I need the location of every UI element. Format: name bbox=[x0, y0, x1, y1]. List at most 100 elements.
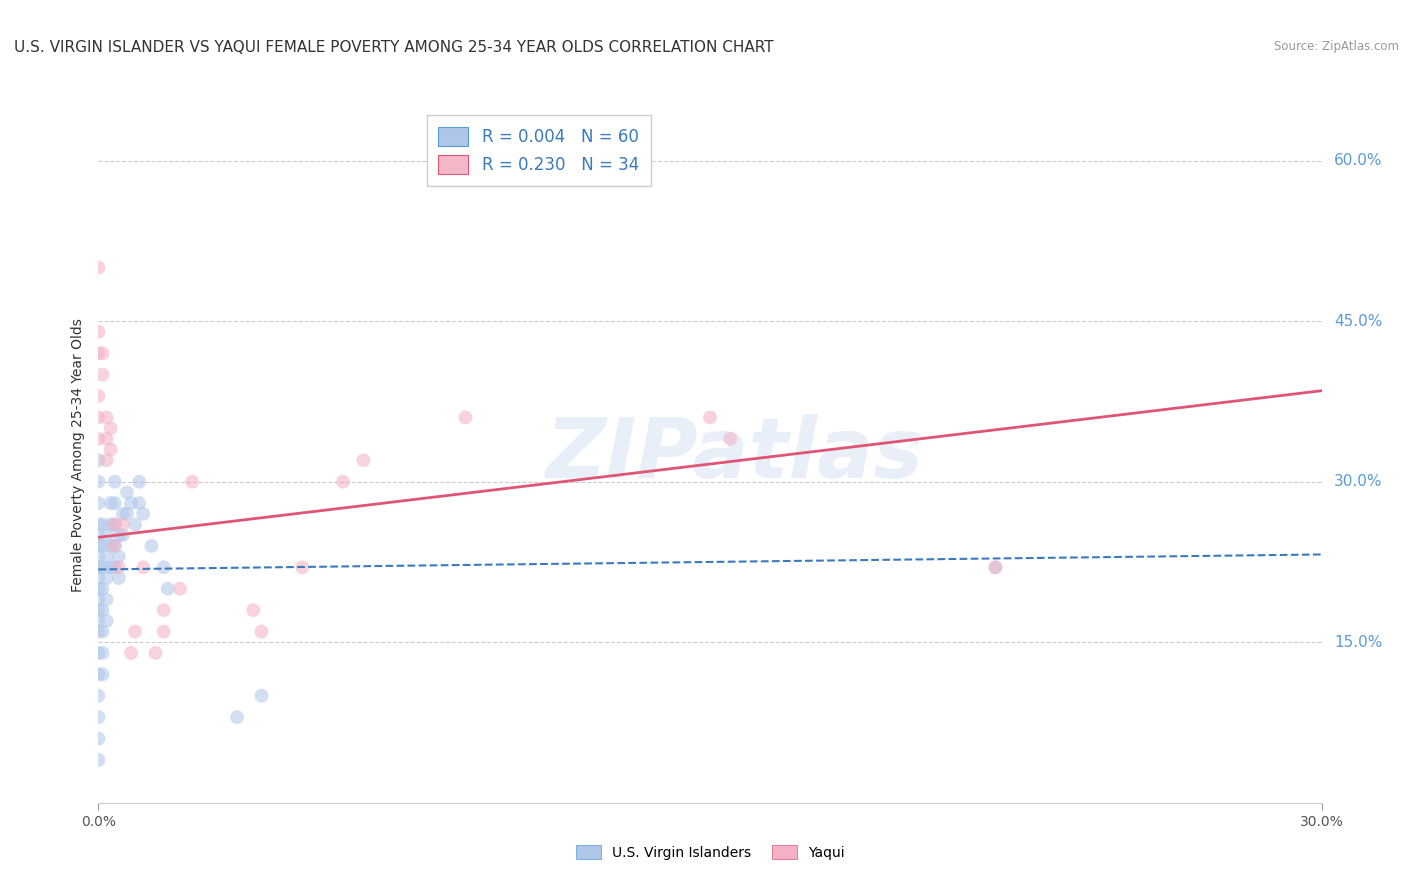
Point bbox=[115, 485, 138, 500]
Point bbox=[169, 582, 191, 596]
Point bbox=[111, 528, 134, 542]
Point bbox=[96, 614, 118, 628]
Point bbox=[87, 753, 110, 767]
Point bbox=[87, 710, 110, 724]
Point bbox=[108, 528, 131, 542]
Point bbox=[332, 475, 354, 489]
Point bbox=[100, 421, 122, 435]
Point bbox=[87, 667, 110, 681]
Point bbox=[87, 528, 110, 542]
Text: 45.0%: 45.0% bbox=[1334, 314, 1382, 328]
Point bbox=[87, 592, 110, 607]
Legend: U.S. Virgin Islanders, Yaqui: U.S. Virgin Islanders, Yaqui bbox=[569, 839, 851, 865]
Point bbox=[152, 624, 174, 639]
Point bbox=[128, 475, 150, 489]
Point bbox=[100, 560, 122, 574]
Point bbox=[152, 560, 174, 574]
Text: U.S. VIRGIN ISLANDER VS YAQUI FEMALE POVERTY AMONG 25-34 YEAR OLDS CORRELATION C: U.S. VIRGIN ISLANDER VS YAQUI FEMALE POV… bbox=[14, 40, 773, 55]
Point bbox=[87, 582, 110, 596]
Point bbox=[454, 410, 477, 425]
Point bbox=[87, 260, 110, 275]
Point bbox=[87, 325, 110, 339]
Point bbox=[242, 603, 264, 617]
Point bbox=[91, 517, 114, 532]
Point bbox=[250, 689, 273, 703]
Point bbox=[124, 624, 146, 639]
Point bbox=[141, 539, 163, 553]
Point bbox=[91, 624, 114, 639]
Text: 60.0%: 60.0% bbox=[1334, 153, 1382, 168]
Point bbox=[132, 560, 155, 574]
Point bbox=[100, 496, 122, 510]
Point bbox=[352, 453, 374, 467]
Point bbox=[87, 517, 110, 532]
Point bbox=[984, 560, 1007, 574]
Point bbox=[87, 496, 110, 510]
Text: ZIPatlas: ZIPatlas bbox=[546, 415, 924, 495]
Text: 30.0%: 30.0% bbox=[1334, 475, 1382, 489]
Text: Source: ZipAtlas.com: Source: ZipAtlas.com bbox=[1274, 40, 1399, 54]
Point bbox=[100, 539, 122, 553]
Point bbox=[87, 549, 110, 564]
Point bbox=[87, 614, 110, 628]
Point bbox=[226, 710, 249, 724]
Point bbox=[104, 517, 127, 532]
Point bbox=[87, 539, 110, 553]
Point bbox=[104, 539, 127, 553]
Point bbox=[104, 496, 127, 510]
Point bbox=[87, 689, 110, 703]
Point bbox=[87, 560, 110, 574]
Point bbox=[87, 389, 110, 403]
Point bbox=[984, 560, 1007, 574]
Point bbox=[111, 507, 134, 521]
Point bbox=[104, 560, 127, 574]
Point bbox=[91, 368, 114, 382]
Point bbox=[91, 582, 114, 596]
Point bbox=[152, 603, 174, 617]
Point bbox=[87, 346, 110, 360]
Point bbox=[96, 410, 118, 425]
Point bbox=[156, 582, 179, 596]
Point bbox=[104, 539, 127, 553]
Y-axis label: Female Poverty Among 25-34 Year Olds: Female Poverty Among 25-34 Year Olds bbox=[70, 318, 84, 592]
Point bbox=[87, 453, 110, 467]
Point bbox=[108, 560, 131, 574]
Point bbox=[108, 571, 131, 585]
Point bbox=[96, 571, 118, 585]
Point bbox=[115, 507, 138, 521]
Point bbox=[87, 646, 110, 660]
Point bbox=[87, 410, 110, 425]
Point bbox=[87, 731, 110, 746]
Point bbox=[145, 646, 167, 660]
Point bbox=[132, 507, 155, 521]
Point bbox=[96, 592, 118, 607]
Point bbox=[91, 346, 114, 360]
Point bbox=[96, 549, 118, 564]
Point bbox=[124, 517, 146, 532]
Point bbox=[108, 549, 131, 564]
Point bbox=[91, 560, 114, 574]
Point bbox=[96, 453, 118, 467]
Point bbox=[91, 646, 114, 660]
Point bbox=[100, 442, 122, 457]
Point bbox=[699, 410, 721, 425]
Point bbox=[91, 539, 114, 553]
Point bbox=[87, 475, 110, 489]
Point bbox=[104, 475, 127, 489]
Point bbox=[104, 517, 127, 532]
Text: 15.0%: 15.0% bbox=[1334, 635, 1382, 649]
Point bbox=[91, 667, 114, 681]
Point bbox=[87, 624, 110, 639]
Point bbox=[718, 432, 742, 446]
Point bbox=[291, 560, 314, 574]
Point bbox=[91, 603, 114, 617]
Point bbox=[250, 624, 273, 639]
Point bbox=[120, 496, 142, 510]
Point bbox=[111, 517, 134, 532]
Point bbox=[96, 432, 118, 446]
Point bbox=[96, 528, 118, 542]
Point bbox=[120, 646, 142, 660]
Point bbox=[128, 496, 150, 510]
Point bbox=[87, 603, 110, 617]
Point bbox=[100, 517, 122, 532]
